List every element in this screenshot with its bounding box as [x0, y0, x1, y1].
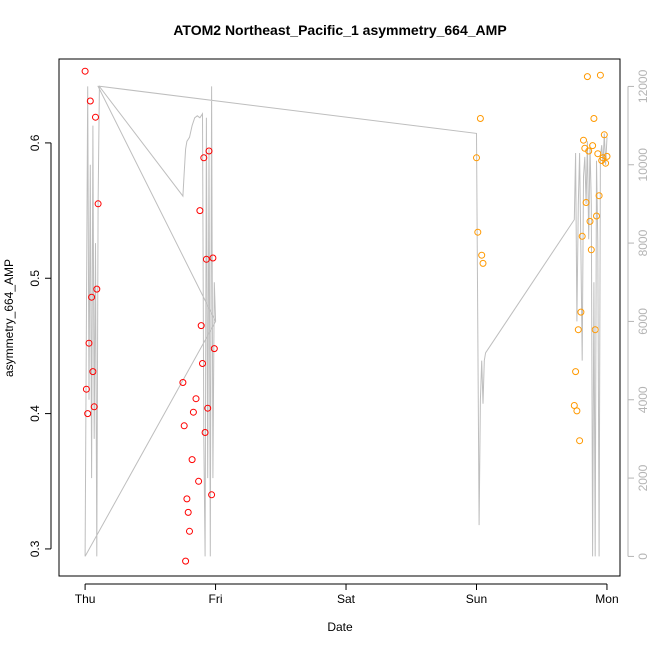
data-point-orange [594, 150, 602, 158]
data-point-red [84, 410, 92, 418]
right-axis-tick-label: 0 [636, 553, 650, 560]
points-layer [81, 67, 611, 565]
data-point-orange [479, 259, 487, 267]
data-point-red [205, 147, 213, 155]
data-point-red [93, 285, 101, 293]
data-point-red [85, 339, 93, 347]
data-point-red [202, 255, 210, 263]
data-point-red [182, 557, 190, 565]
data-point-red [179, 379, 187, 386]
x-tick-label: Thu [75, 592, 96, 606]
x-tick-label: Sun [466, 592, 487, 606]
y-tick-label: 0.5 [28, 270, 42, 287]
y-tick-label: 0.6 [28, 134, 42, 151]
data-point-orange [587, 246, 595, 254]
data-point-orange [585, 147, 593, 155]
data-point-red [81, 67, 89, 75]
y-tick-label: 0.3 [28, 540, 42, 557]
data-point-orange [578, 232, 586, 240]
x-tick-label: Mon [595, 592, 618, 606]
data-point-orange [574, 326, 582, 334]
data-point-orange [572, 368, 580, 376]
data-point-orange [603, 152, 611, 160]
data-point-orange [476, 115, 484, 122]
data-point-orange [596, 71, 604, 79]
data-point-orange [595, 192, 603, 200]
data-point-orange [474, 228, 482, 236]
data-point-red [195, 477, 203, 485]
data-point-red [86, 97, 94, 105]
data-point-red [88, 293, 96, 301]
data-point-orange [576, 437, 584, 445]
data-point-red [184, 508, 192, 516]
secondary-line-layer [84, 84, 608, 557]
data-point-red [201, 429, 209, 436]
data-point-orange [590, 115, 598, 122]
chart-title: ATOM2 Northeast_Pacific_1 asymmetry_664_… [173, 22, 506, 38]
y-axis-label: asymmetry_664_AMP [2, 259, 16, 377]
data-point-red [189, 408, 197, 416]
data-point-orange [600, 131, 608, 139]
data-point-red [82, 385, 90, 393]
data-point-red [204, 404, 212, 412]
right-axis-tick-label: 12000 [636, 69, 650, 103]
data-point-orange [593, 212, 600, 220]
data-point-red [210, 345, 218, 353]
right-axis-tick-label: 8000 [636, 229, 650, 256]
right-axis-tick-label: 10000 [636, 148, 650, 182]
data-point-red [188, 456, 196, 464]
data-point-orange [478, 251, 486, 259]
data-point-red [94, 200, 102, 208]
data-point-red [186, 527, 193, 535]
data-point-red [90, 403, 98, 411]
data-point-red [208, 491, 216, 499]
data-point-red [209, 254, 217, 262]
plot-frame [58, 58, 621, 577]
right-axis-tick-label: 6000 [636, 308, 650, 335]
x-axis-label: Date [327, 620, 353, 634]
x-tick-label: Sat [337, 592, 356, 606]
data-point-orange [582, 199, 590, 206]
right-axis-tick-label: 2000 [636, 464, 650, 491]
data-point-orange [602, 159, 610, 167]
data-point-orange [473, 154, 480, 162]
data-point-orange [570, 402, 578, 409]
data-point-orange [599, 154, 607, 162]
data-point-orange [577, 308, 585, 316]
data-point-orange [573, 407, 581, 415]
data-point-orange [580, 136, 587, 144]
secondary-series-line [84, 84, 608, 557]
data-point-red [196, 207, 204, 215]
data-point-red [89, 368, 97, 376]
data-point-red [92, 113, 99, 121]
right-axis-tick-label: 4000 [636, 386, 650, 413]
x-tick-label: Fri [209, 592, 223, 606]
data-point-red [183, 495, 191, 503]
data-point-red [192, 395, 200, 403]
data-point-orange [586, 217, 594, 225]
data-point-red [199, 360, 206, 367]
data-point-red [200, 154, 208, 162]
y-tick-label: 0.4 [28, 405, 42, 422]
axes-layer: Thu Fri Sat Sun Mon 0.3 0.4 0.5 0.6 0 2000 4000 6000… [28, 58, 650, 606]
data-point-red [197, 322, 205, 330]
data-point-orange [589, 142, 597, 150]
data-point-orange [583, 73, 591, 81]
data-point-orange [591, 326, 599, 334]
data-point-red [180, 422, 188, 430]
